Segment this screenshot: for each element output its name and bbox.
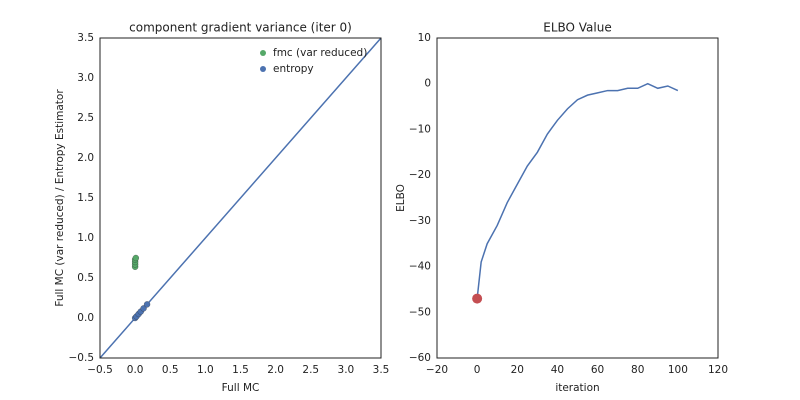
y-tick-label: −40 <box>409 261 431 273</box>
x-tick-label: 3.0 <box>338 364 355 376</box>
y-tick-label: 3.0 <box>77 72 94 84</box>
y-tick-label: −0.5 <box>69 352 95 364</box>
x-tick-label: −0.5 <box>87 364 113 376</box>
y-axis-label: Full MC (var reduced) / Entropy Estimato… <box>54 89 66 307</box>
x-axis-label: Full MC <box>222 382 260 394</box>
point <box>143 301 151 308</box>
x-tick-label: −20 <box>426 364 448 376</box>
x-tick-label: 2.5 <box>302 364 319 376</box>
x-tick-label: 0.0 <box>127 364 144 376</box>
y-tick-label: 1.5 <box>77 192 94 204</box>
axes-frame <box>436 37 719 359</box>
x-tick-label: 20 <box>511 364 524 376</box>
point <box>140 305 147 312</box>
y-tick-label: 0.0 <box>77 312 94 324</box>
x-tick-label: 1.5 <box>232 364 249 376</box>
y-tick-label: −50 <box>409 306 431 318</box>
y-tick-label: 2.0 <box>77 152 94 164</box>
x-tick-label: 100 <box>668 364 688 376</box>
y-tick-label: 0.5 <box>77 272 94 284</box>
y-tick-label: 2.5 <box>77 112 94 124</box>
x-tick-label: 80 <box>631 364 644 376</box>
chart-title: ELBO Value <box>543 21 612 35</box>
line <box>476 82 679 299</box>
y-tick-label: 10 <box>418 32 431 44</box>
point <box>132 254 139 262</box>
legend-label: entropy <box>273 63 314 75</box>
x-tick-label: 120 <box>708 364 728 376</box>
y-tick-label: −60 <box>409 352 431 364</box>
legend-marker <box>260 50 266 56</box>
y-tick-label: −20 <box>409 169 431 181</box>
y-axis-label: ELBO <box>395 184 407 212</box>
legend-marker <box>260 66 266 72</box>
chart-title: component gradient variance (iter 0) <box>129 21 352 35</box>
legend-label: fmc (var reduced) <box>273 47 367 59</box>
y-tick-label: 0 <box>424 78 431 90</box>
x-axis-label: iteration <box>555 382 599 394</box>
highlight-point <box>472 293 483 304</box>
x-tick-label: 2.0 <box>267 364 284 376</box>
y-tick-label: −10 <box>409 123 431 135</box>
x-tick-label: 60 <box>591 364 604 376</box>
axes-frame <box>99 37 382 359</box>
y-tick-label: 1.0 <box>77 232 94 244</box>
x-tick-label: 0 <box>474 364 481 376</box>
x-tick-label: 3.5 <box>373 364 390 376</box>
y-tick-label: −30 <box>409 215 431 227</box>
x-tick-label: 1.0 <box>197 364 214 376</box>
y-tick-label: 3.5 <box>77 32 94 44</box>
x-tick-label: 0.5 <box>162 364 179 376</box>
x-tick-label: 40 <box>551 364 564 376</box>
